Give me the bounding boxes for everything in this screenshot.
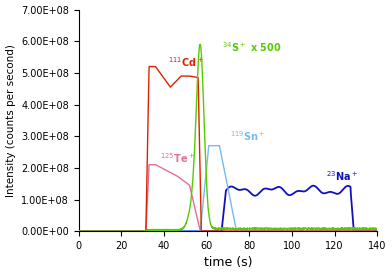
Text: $^{23}$Na$^+$: $^{23}$Na$^+$ <box>326 169 358 183</box>
Y-axis label: Intensity (counts per second): Intensity (counts per second) <box>5 44 16 197</box>
Text: $^{111}$Cd$^+$: $^{111}$Cd$^+$ <box>168 55 204 68</box>
Text: $^{125}$Te$^+$: $^{125}$Te$^+$ <box>160 151 195 165</box>
Text: $^{119}$Sn$^+$: $^{119}$Sn$^+$ <box>230 129 266 143</box>
X-axis label: time (s): time (s) <box>204 257 252 269</box>
Text: $^{34}$S$^+$ x 500: $^{34}$S$^+$ x 500 <box>221 40 281 54</box>
